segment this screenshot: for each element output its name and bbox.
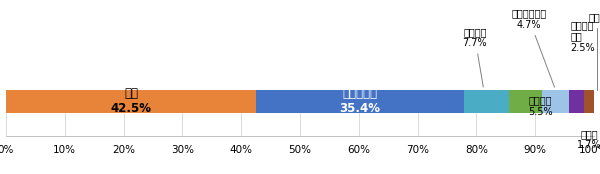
Bar xyxy=(464,90,509,113)
Bar xyxy=(509,90,542,113)
Text: 電力
42.5%: 電力 42.5% xyxy=(110,87,151,115)
Text: 都市ガス
7.7%: 都市ガス 7.7% xyxy=(463,27,487,87)
Text: 天然ガス
5.5%: 天然ガス 5.5% xyxy=(529,95,553,117)
Bar xyxy=(6,90,256,113)
Bar xyxy=(594,90,597,113)
Bar xyxy=(256,90,464,113)
Text: 廃棄物
1.7%: 廃棄物 1.7% xyxy=(577,129,600,151)
Bar xyxy=(584,90,594,113)
Bar xyxy=(569,90,584,113)
Text: 石油系燃料
35.4%: 石油系燃料 35.4% xyxy=(340,87,380,115)
Text: 非石油系
燃料
2.5%: 非石油系 燃料 2.5% xyxy=(571,20,595,53)
Bar xyxy=(542,90,569,113)
Text: 液化天然ガス
4.7%: 液化天然ガス 4.7% xyxy=(511,8,554,87)
Text: その他: その他 xyxy=(588,12,600,90)
